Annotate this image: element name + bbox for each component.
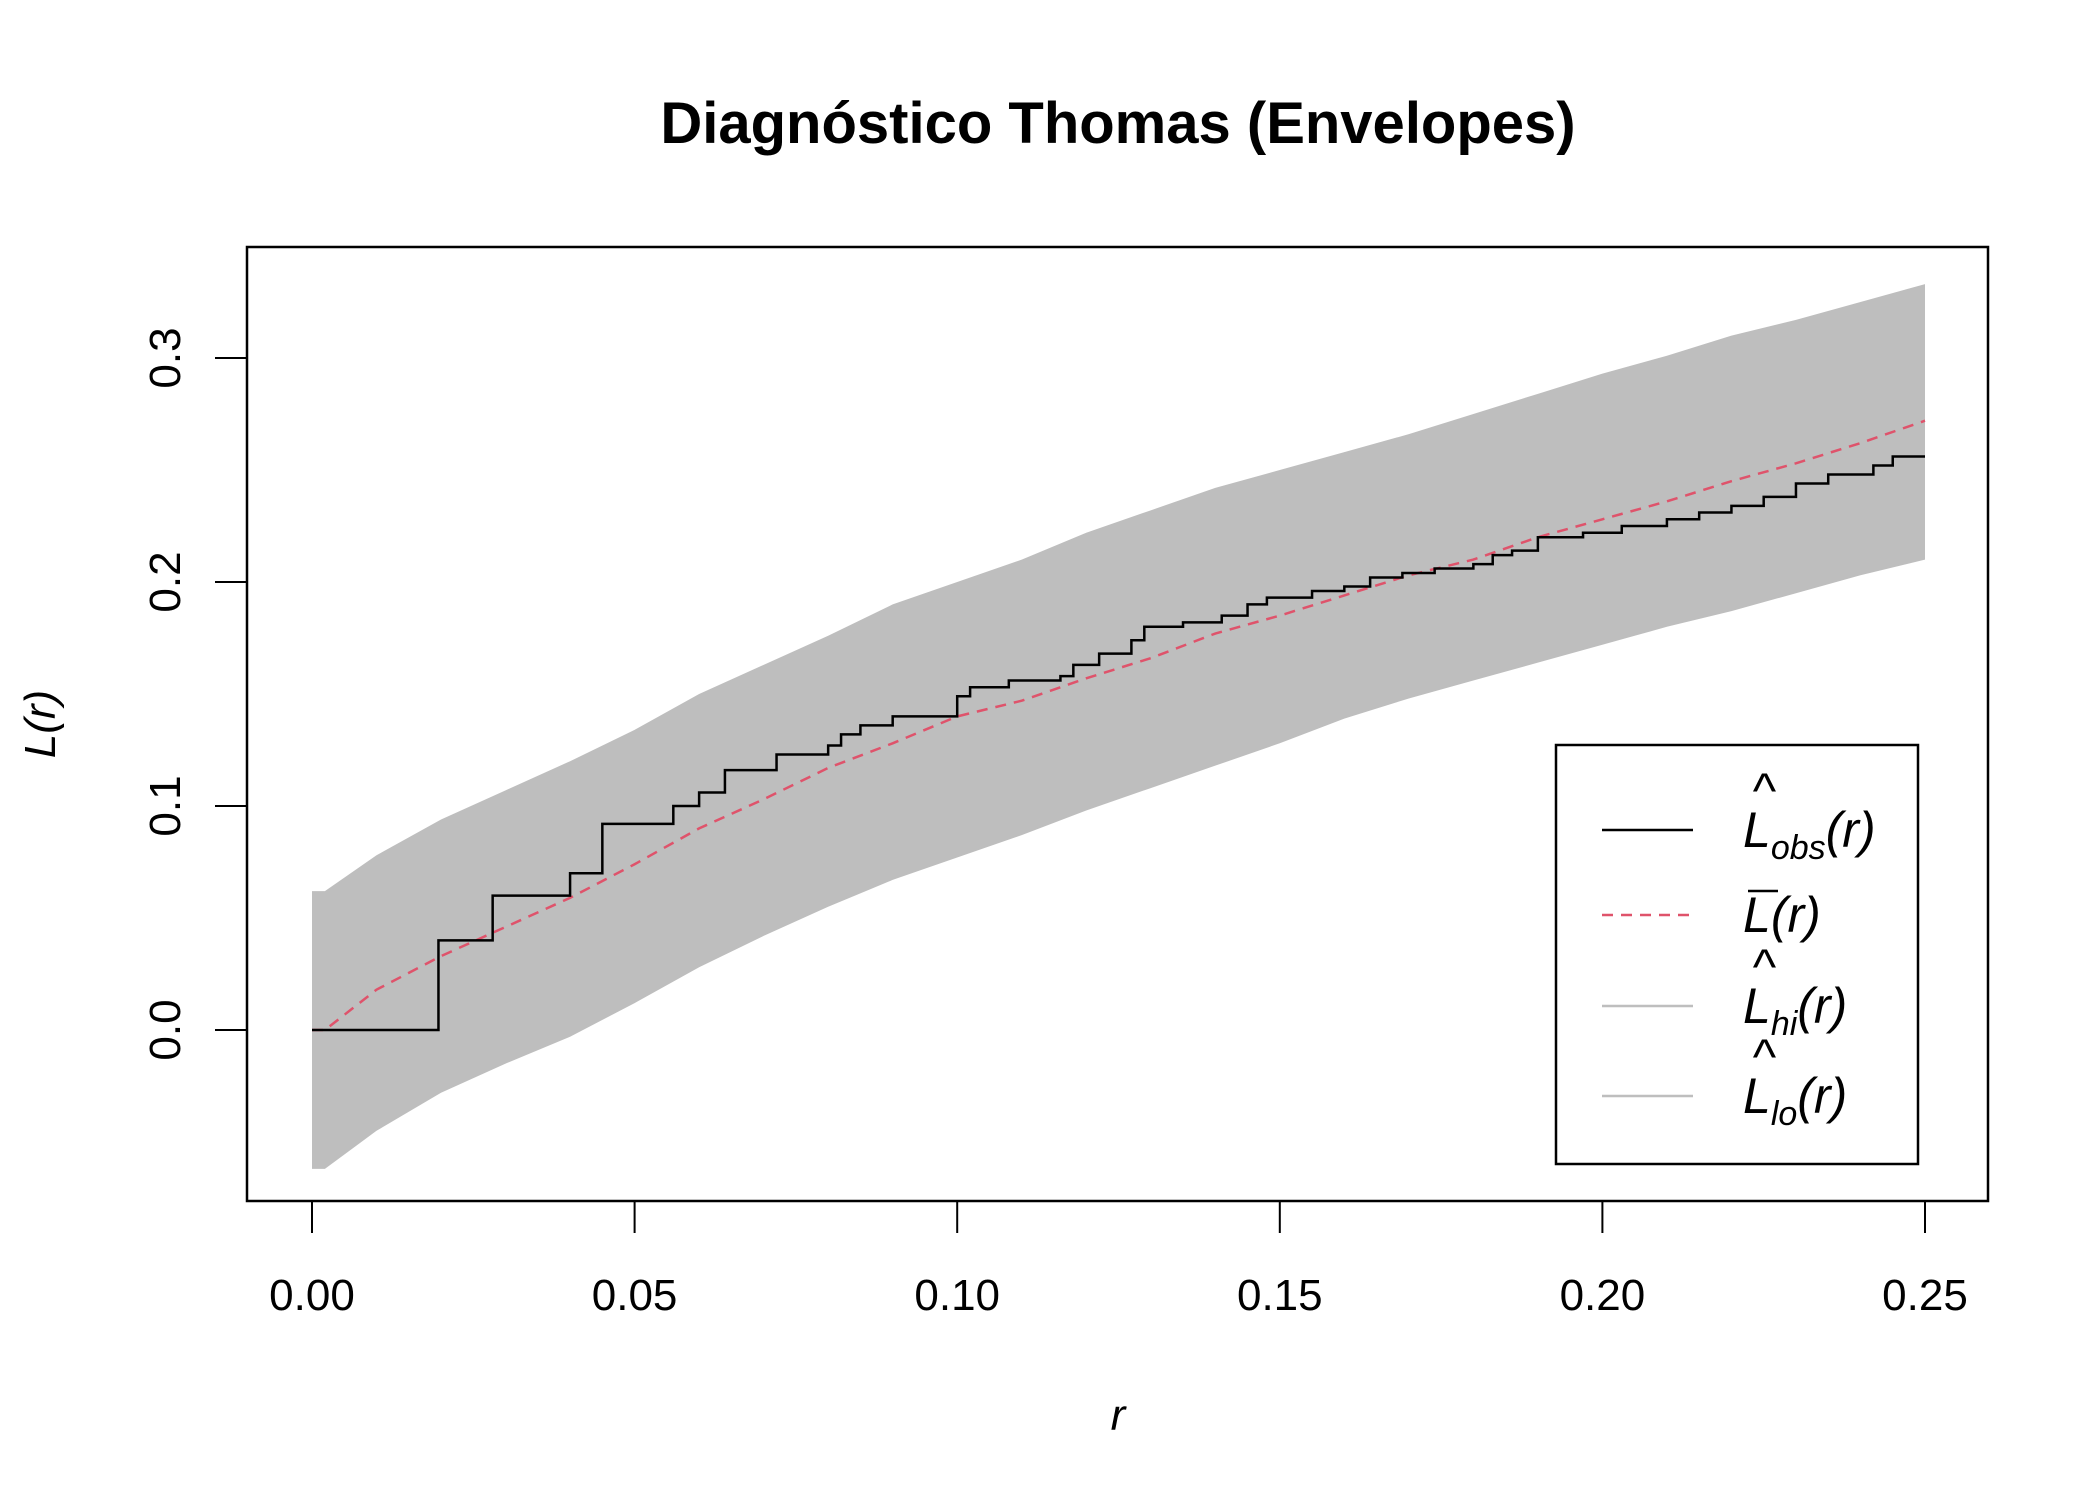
y-tick-label: 0.0 — [141, 999, 190, 1060]
y-tick-label: 0.1 — [141, 775, 190, 836]
legend-label-1: L(r) — [1743, 887, 1821, 943]
envelope-band — [312, 284, 1925, 1169]
x-axis: 0.00 0.05 0.10 0.15 0.20 0.25 — [269, 1200, 1968, 1320]
mean-line — [312, 419, 1926, 1032]
legend-label-0: Lobs(r) — [1743, 802, 1876, 867]
x-tick-label: 0.20 — [1560, 1271, 1646, 1320]
legend-box — [1554, 743, 1920, 1166]
chart-title: Diagnóstico Thomas (Envelopes) — [660, 91, 1575, 156]
legend-label-2: Lhi(r) — [1743, 978, 1847, 1043]
x-tick-label: 0.05 — [592, 1271, 678, 1320]
x-tick-label: 0.00 — [269, 1271, 355, 1320]
x-axis-label: r — [1111, 1391, 1128, 1440]
y-axis: 0.0 0.1 0.2 0.3 — [141, 327, 248, 1061]
x-tick-label: 0.15 — [1237, 1271, 1323, 1320]
y-tick-label: 0.3 — [141, 327, 190, 388]
x-tick-label: 0.10 — [914, 1271, 1000, 1320]
plot-area — [312, 284, 1926, 1169]
observed-line — [312, 455, 1925, 1032]
x-tick-label: 0.25 — [1882, 1271, 1968, 1320]
legend-label-3: Llo(r) — [1743, 1068, 1847, 1133]
y-axis-label: L(r) — [16, 690, 65, 758]
legend-hat-3: ^ — [1752, 1029, 1776, 1085]
legend-hat-2: ^ — [1752, 939, 1776, 995]
legend-hat-0: ^ — [1752, 763, 1776, 819]
y-tick-label: 0.2 — [141, 551, 190, 612]
legend: Lobs(r)^L(r)Lhi(r)^Llo(r)^ — [1554, 743, 1920, 1166]
